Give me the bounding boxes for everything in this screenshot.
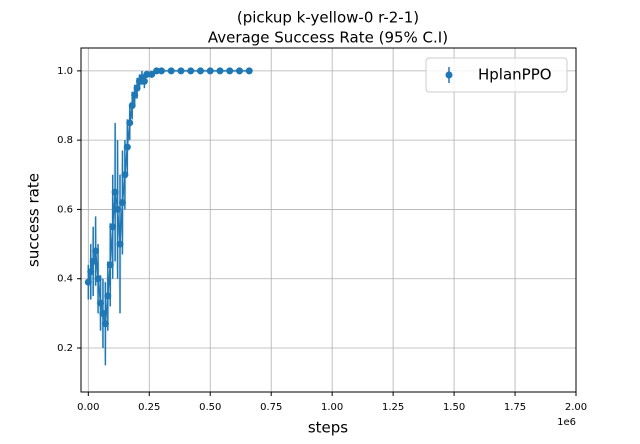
- point: [133, 84, 141, 92]
- x-tick-label: 0.50: [199, 402, 221, 413]
- chart-title: (pickup k-yellow-0 r-2-1): [237, 9, 419, 27]
- x-tick-label: 1.50: [443, 402, 465, 413]
- point: [235, 67, 243, 75]
- point: [226, 67, 234, 75]
- x-tick-label: 1.75: [504, 402, 526, 413]
- plot-frame: [80, 47, 577, 393]
- point: [99, 309, 107, 317]
- point: [206, 67, 214, 75]
- point: [94, 275, 102, 283]
- x-tick-label: 1.00: [321, 402, 343, 413]
- point: [114, 205, 122, 213]
- point: [148, 70, 156, 78]
- ci-band: [88, 69, 250, 366]
- point: [196, 67, 204, 75]
- x-tick-label: 0.25: [138, 402, 160, 413]
- y-tick-label: 0.6: [57, 204, 73, 215]
- point: [118, 199, 126, 207]
- point: [187, 67, 195, 75]
- point: [140, 77, 148, 85]
- point: [106, 261, 114, 269]
- point: [97, 299, 105, 307]
- point: [177, 67, 185, 75]
- point: [245, 67, 253, 75]
- point: [131, 91, 139, 99]
- point: [143, 70, 151, 78]
- y-axis-label: success rate: [25, 173, 43, 267]
- point: [157, 67, 165, 75]
- legend-label: HplanPPO: [478, 66, 552, 84]
- y-tick-label: 1.0: [57, 66, 73, 77]
- point: [128, 102, 136, 110]
- point: [92, 247, 100, 255]
- point: [121, 171, 129, 179]
- y-tick-label: 0.2: [57, 343, 73, 354]
- x-tick-label: 1.25: [382, 402, 404, 413]
- chart-subtitle: Average Success Rate (95% C.I): [208, 29, 448, 47]
- x-tick-label: 2.00: [565, 402, 587, 413]
- x-offset-label: 1e6: [557, 417, 576, 428]
- point: [126, 119, 134, 127]
- point: [109, 223, 117, 231]
- x-axis-label: steps: [308, 419, 348, 437]
- point: [111, 188, 119, 196]
- point: [87, 268, 95, 276]
- y-tick-label: 0.8: [57, 135, 73, 146]
- point: [123, 143, 131, 151]
- point: [153, 67, 161, 75]
- point: [89, 257, 97, 265]
- x-tick-label: 0.00: [77, 402, 99, 413]
- legend-box: [425, 57, 568, 93]
- point: [104, 292, 112, 300]
- point: [84, 278, 92, 286]
- point: [167, 67, 175, 75]
- point: [116, 240, 124, 248]
- point: [216, 67, 224, 75]
- legend-marker: [445, 71, 453, 79]
- point: [101, 320, 109, 328]
- x-tick-label: 0.75: [260, 402, 282, 413]
- y-tick-label: 0.4: [57, 274, 73, 285]
